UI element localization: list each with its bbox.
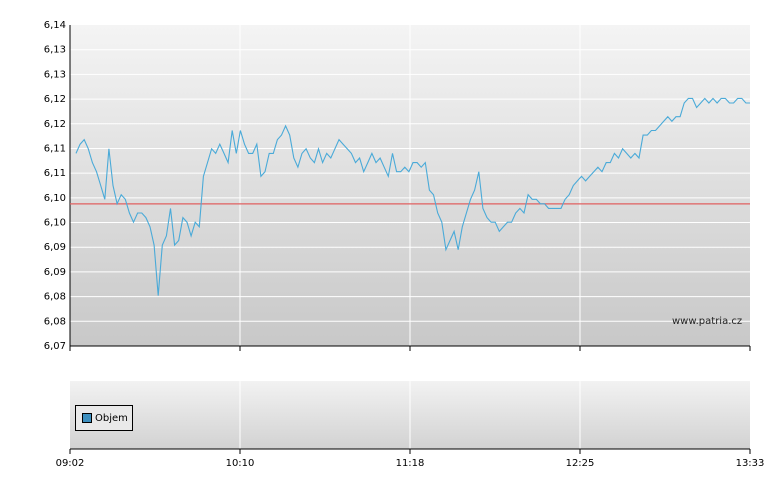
y-tick-label: 6,08 — [44, 292, 66, 303]
y-tick-label: 6,12 — [44, 94, 66, 105]
y-tick-label: 6,10 — [44, 218, 66, 229]
x-tick-label: 13:33 — [736, 458, 765, 469]
volume-legend: Objem — [75, 405, 133, 431]
watermark: www.patria.cz — [672, 316, 743, 327]
y-tick-label: 6,09 — [44, 267, 66, 278]
y-tick-label: 6,11 — [44, 168, 66, 179]
price-line — [75, 97, 750, 296]
x-tick-label: 09:02 — [56, 458, 85, 469]
legend-label: Objem — [95, 412, 128, 424]
y-tick-label: 6,11 — [44, 143, 66, 154]
y-tick-label: 6,12 — [44, 119, 66, 130]
y-tick-label: 6,13 — [44, 69, 66, 80]
y-tick-label: 6,08 — [44, 316, 66, 327]
y-tick-label: 6,14 — [44, 20, 66, 31]
y-tick-label: 6,09 — [44, 242, 66, 253]
x-tick-label: 10:10 — [226, 458, 255, 469]
y-tick-label: 6,13 — [44, 45, 66, 56]
y-tick-label: 6,10 — [44, 193, 66, 204]
x-tick-label: 12:25 — [566, 458, 595, 469]
y-tick-label: 6,07 — [44, 341, 66, 352]
x-tick-label: 11:18 — [396, 458, 425, 469]
legend-swatch-icon — [82, 413, 92, 423]
